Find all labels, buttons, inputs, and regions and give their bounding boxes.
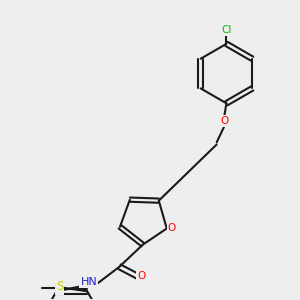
Text: O: O (168, 224, 176, 233)
Text: HN: HN (80, 277, 97, 287)
Text: S: S (56, 280, 63, 293)
Text: O: O (137, 271, 146, 281)
Text: O: O (220, 116, 228, 126)
Text: Cl: Cl (221, 25, 232, 35)
